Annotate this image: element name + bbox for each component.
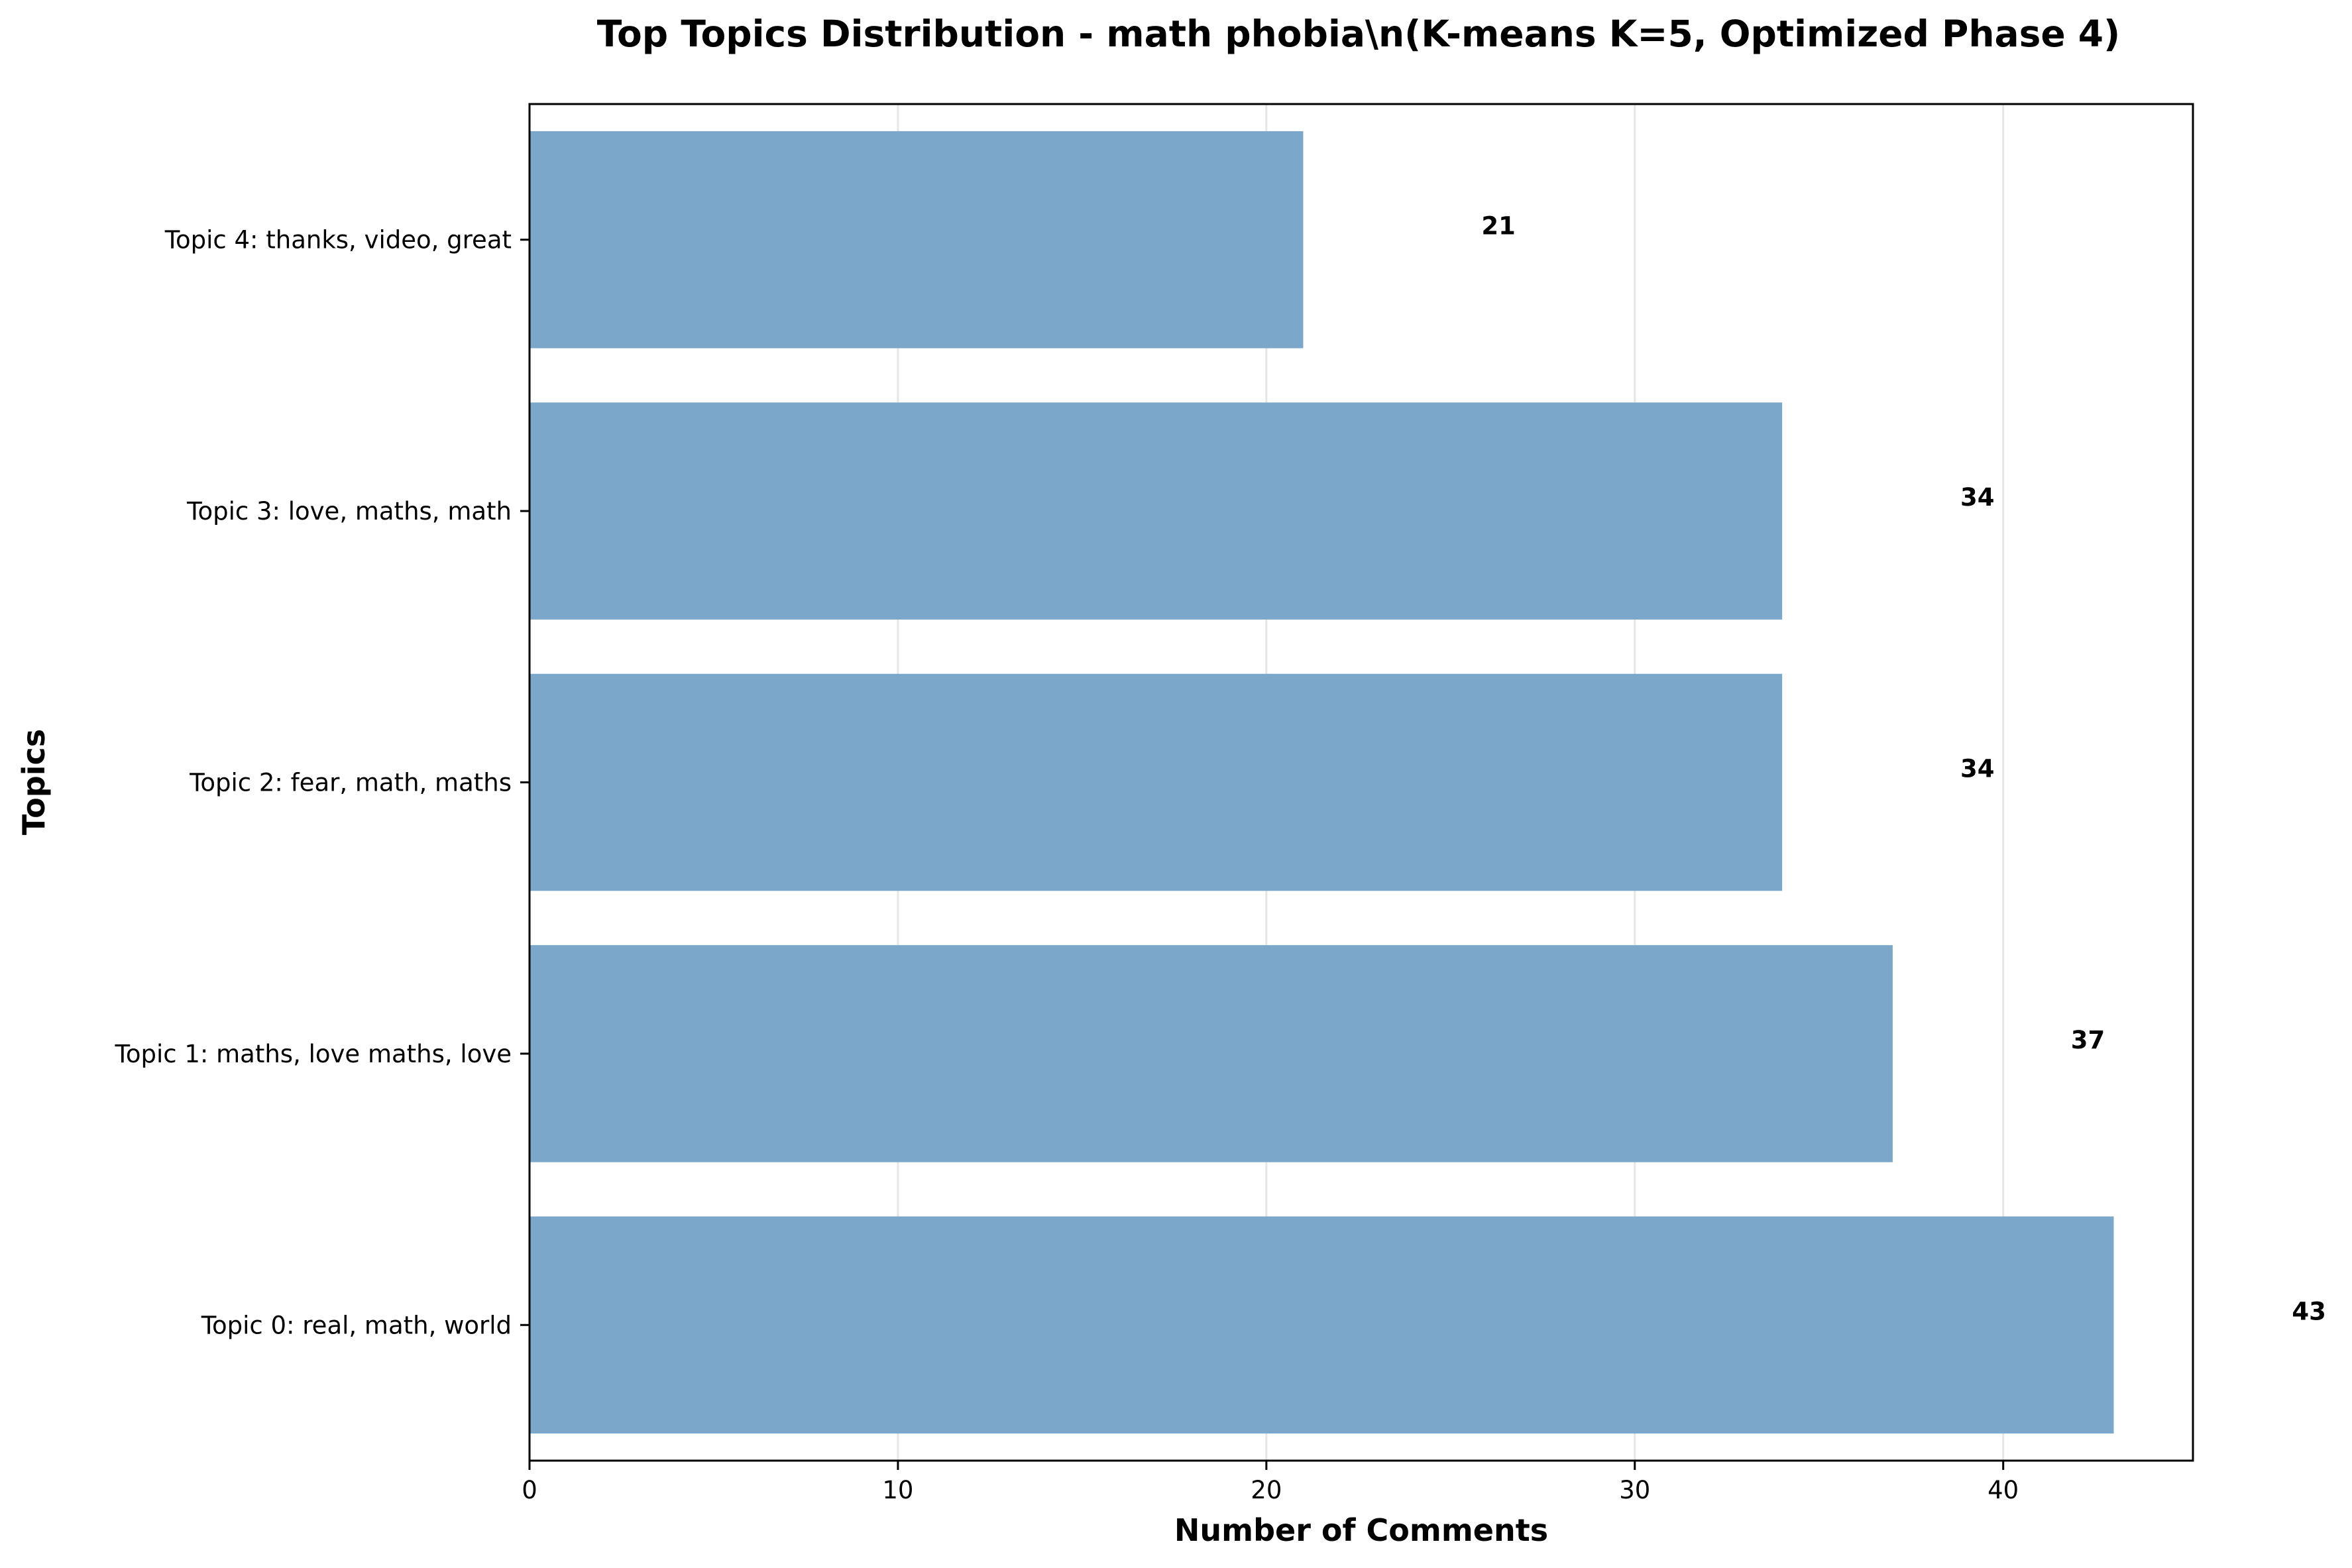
y-tick-label: Topic 4: thanks, video, great <box>164 226 512 254</box>
y-tick-label: Topic 3: love, maths, math <box>186 497 512 526</box>
bar-value-label: 34 <box>1960 755 1995 783</box>
x-axis-label: Number of Comments <box>1174 1512 1548 1548</box>
bar <box>530 673 1783 891</box>
y-axis-label: Topics <box>16 729 52 835</box>
x-axis-ticks: 0 10 20 30 40 <box>522 1461 2019 1504</box>
x-tick-label: 40 <box>1988 1476 2019 1504</box>
x-tick-label: 10 <box>882 1476 913 1504</box>
y-tick-label: Topic 2: fear, math, maths <box>189 769 512 797</box>
bar <box>530 1216 2114 1434</box>
bars <box>530 131 2114 1434</box>
bar <box>530 402 1783 620</box>
x-tick-label: 20 <box>1251 1476 1282 1504</box>
bar-value-label: 37 <box>2071 1026 2105 1054</box>
bar <box>530 945 1893 1162</box>
x-tick-label: 30 <box>1619 1476 1650 1504</box>
bar-value-label: 43 <box>2292 1297 2326 1325</box>
y-tick-label: Topic 1: maths, love maths, love <box>115 1040 512 1068</box>
chart-title: Top Topics Distribution - math phobia\n(… <box>597 13 2120 55</box>
y-tick-label: Topic 0: real, math, world <box>201 1311 512 1339</box>
x-tick-label: 0 <box>522 1476 537 1504</box>
bar <box>530 131 1304 349</box>
value-labels: 43 37 34 34 21 <box>1481 212 2326 1326</box>
y-axis-ticks: Topic 0: real, math, world Topic 1: maths… <box>115 226 530 1339</box>
bar-value-label: 34 <box>1960 483 1995 512</box>
bar-value-label: 21 <box>1481 212 1516 241</box>
